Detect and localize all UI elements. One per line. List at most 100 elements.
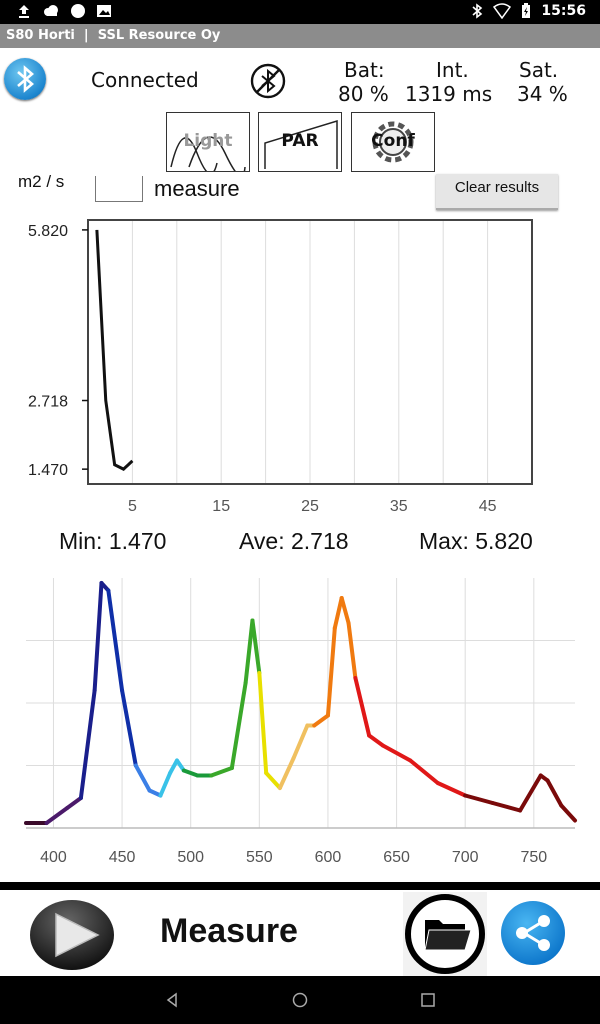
spectrum-segment (291, 723, 310, 760)
spectrum-segment (463, 793, 495, 805)
spectrum-segment (346, 621, 358, 680)
x-tick-label: 650 (383, 849, 410, 866)
average-value: Ave: 2.718 (239, 528, 349, 554)
spectrum-segment (518, 773, 543, 813)
trend-series-line (95, 229, 134, 471)
image-icon (97, 5, 111, 17)
spectrum-segment (250, 618, 262, 675)
spectrum-segment (147, 788, 163, 798)
battery-label: Bat: (344, 58, 385, 82)
spectrum-segment (65, 796, 83, 810)
spectrum-segment (174, 758, 186, 773)
cloud-icon (44, 5, 58, 16)
config-button[interactable]: Conf (351, 112, 435, 172)
app-title: S80 Horti | SSL Resource Oy (6, 28, 221, 43)
integration-value: 1319 ms (405, 82, 493, 106)
par-mode-button[interactable]: PAR (258, 112, 342, 172)
light-mode-button[interactable]: Light (166, 112, 250, 172)
clear-results-button[interactable]: Clear results (436, 174, 558, 210)
spectrum-segment (92, 581, 104, 693)
x-tick-label: 25 (301, 498, 319, 515)
spectrum-segment (133, 763, 152, 793)
bluetooth-icon (17, 65, 34, 93)
x-tick-label: 750 (520, 849, 547, 866)
share-icon (501, 901, 565, 965)
connection-status: Connected (91, 68, 199, 92)
y-tick-label: 5.820 (28, 223, 68, 240)
measure-checkbox[interactable] (95, 176, 143, 202)
play-icon (30, 900, 114, 970)
light-mode-label: Light (183, 131, 233, 151)
bluetooth-icon (472, 3, 483, 19)
spectrum-segment (78, 688, 97, 800)
spectrum-segment (44, 806, 70, 825)
battery-value: 80 % (338, 82, 389, 106)
x-tick-label: 600 (315, 849, 342, 866)
spectrum-segment (559, 803, 577, 823)
open-folder-button[interactable] (403, 892, 487, 976)
spectrum-segment (435, 781, 468, 798)
spectrum-segment (181, 768, 200, 778)
spectrum-chart: 400 450 500 550 600 650 700 750 (24, 578, 577, 866)
light-spectrum-icon (170, 136, 246, 171)
x-tick-label: 450 (109, 849, 136, 866)
plot-frame (87, 219, 533, 485)
par-mode-label: PAR (281, 131, 319, 151)
spectrum-segment (490, 801, 523, 813)
x-tick-label: 45 (479, 498, 497, 515)
bottom-action-bar: Measure (0, 890, 600, 976)
x-tick-label: 15 (212, 498, 230, 515)
spectrum-segment (229, 681, 248, 770)
par-icon (264, 119, 338, 169)
measure-label: Measure (160, 912, 298, 950)
x-tick-label: 500 (177, 849, 204, 866)
bluetooth-connect-button[interactable] (4, 58, 46, 100)
home-icon[interactable] (292, 992, 308, 1008)
status-time: 15:56 (541, 3, 586, 19)
config-label: Conf (371, 131, 415, 151)
trend-chart: 5.820 2.718 1.470 5 15 25 35 45 (28, 219, 533, 515)
spectrum-segment (545, 778, 564, 808)
x-tick-label: 700 (452, 849, 479, 866)
saturation-label: Sat. (519, 58, 559, 82)
spectrum-segment (312, 713, 330, 728)
system-nav-bar (0, 976, 600, 1024)
system-status-bar: 15:56 (0, 0, 600, 24)
spectrum-segment (325, 626, 337, 718)
battery-icon (522, 3, 531, 18)
spectrum-segment (332, 596, 344, 630)
spectrum-segment (367, 733, 385, 748)
spectrum-segment (106, 588, 125, 693)
spectrum-segment (168, 758, 179, 775)
unit-label: m2 / s (18, 172, 65, 188)
spectrum-segment (353, 676, 372, 738)
play-measure-button[interactable] (28, 898, 116, 972)
y-tick-label: 2.718 (28, 394, 68, 411)
x-tick-label: 5 (128, 498, 137, 515)
bluetooth-disconnect-button[interactable] (249, 62, 287, 100)
spectrum-segment (158, 771, 173, 798)
max-value: Max: 5.820 (419, 528, 533, 554)
saturation-value: 34 % (517, 82, 568, 106)
x-tick-label: 35 (390, 498, 408, 515)
app-title-bar: S80 Horti | SSL Resource Oy (0, 24, 600, 48)
spectrum-segment (243, 618, 255, 685)
spectrum-segment (408, 758, 440, 785)
upload-icon (19, 5, 29, 18)
spectrum-segment (339, 596, 351, 625)
min-value: Min: 1.470 (59, 528, 167, 554)
share-button[interactable] (500, 900, 566, 966)
bluetooth-off-icon (250, 63, 286, 99)
back-icon[interactable] (164, 992, 180, 1008)
spectrum-segment (380, 743, 413, 763)
spectrum-segment (264, 771, 282, 790)
x-tick-label: 400 (40, 849, 67, 866)
spectrum-segment (277, 756, 296, 790)
y-tick-label: 1.470 (28, 462, 68, 479)
wifi-icon (493, 3, 512, 19)
spectrum-segment (209, 766, 234, 778)
spectrum-segment (120, 688, 138, 768)
integration-label: Int. (436, 58, 469, 82)
recents-icon[interactable] (420, 992, 436, 1008)
circle-icon (71, 4, 85, 18)
